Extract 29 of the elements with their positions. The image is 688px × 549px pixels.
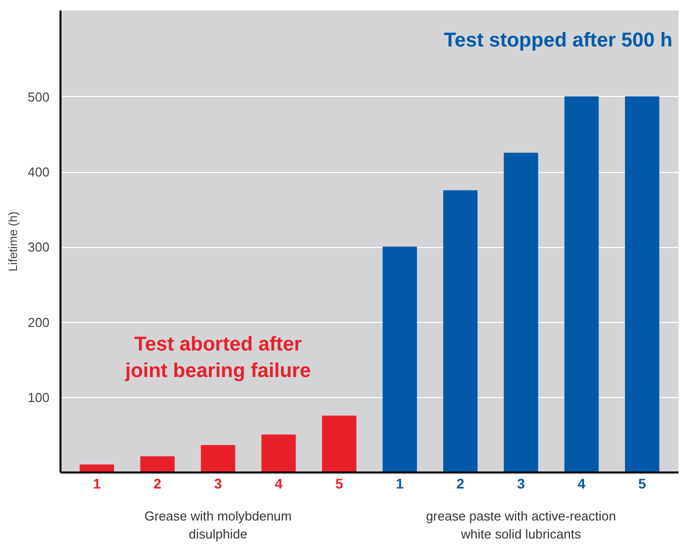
bar xyxy=(382,246,417,472)
annotation: Test aborted after joint bearing failure xyxy=(124,334,311,382)
x-tick-label: 1 xyxy=(396,475,404,492)
x-tick-label: 5 xyxy=(335,475,344,492)
x-tick-label: 2 xyxy=(154,475,162,492)
text: Grease with molybdenum disulphide xyxy=(144,508,292,542)
y-tick-label: 200 xyxy=(28,314,50,330)
y-tick-label: 300 xyxy=(28,240,50,255)
x-tick-label: 4 xyxy=(274,475,283,492)
x-tick-label: 3 xyxy=(517,475,526,492)
x-tick-label: 3 xyxy=(214,475,222,492)
y-tick-label: 400 xyxy=(28,164,50,180)
bar xyxy=(504,152,538,472)
bar xyxy=(140,456,175,472)
bar xyxy=(261,434,296,472)
bar xyxy=(624,96,660,472)
y-tick-label: 500 xyxy=(28,89,50,104)
bar xyxy=(200,444,236,472)
x-tick-label: 2 xyxy=(456,475,464,492)
x-tick-label: 5 xyxy=(638,475,646,492)
text: grease paste with active-reaction white solid lubricants xyxy=(426,508,616,542)
bar xyxy=(322,416,356,472)
x-tick-label: 1 xyxy=(92,475,101,492)
bar xyxy=(443,190,478,472)
y-axis-title: Lifetime (h) xyxy=(6,211,20,272)
annotation: Test stopped after 500 h xyxy=(444,29,672,52)
bar xyxy=(564,96,599,472)
x-tick-label: 4 xyxy=(578,475,586,492)
y-tick-label: 100 xyxy=(28,390,50,405)
